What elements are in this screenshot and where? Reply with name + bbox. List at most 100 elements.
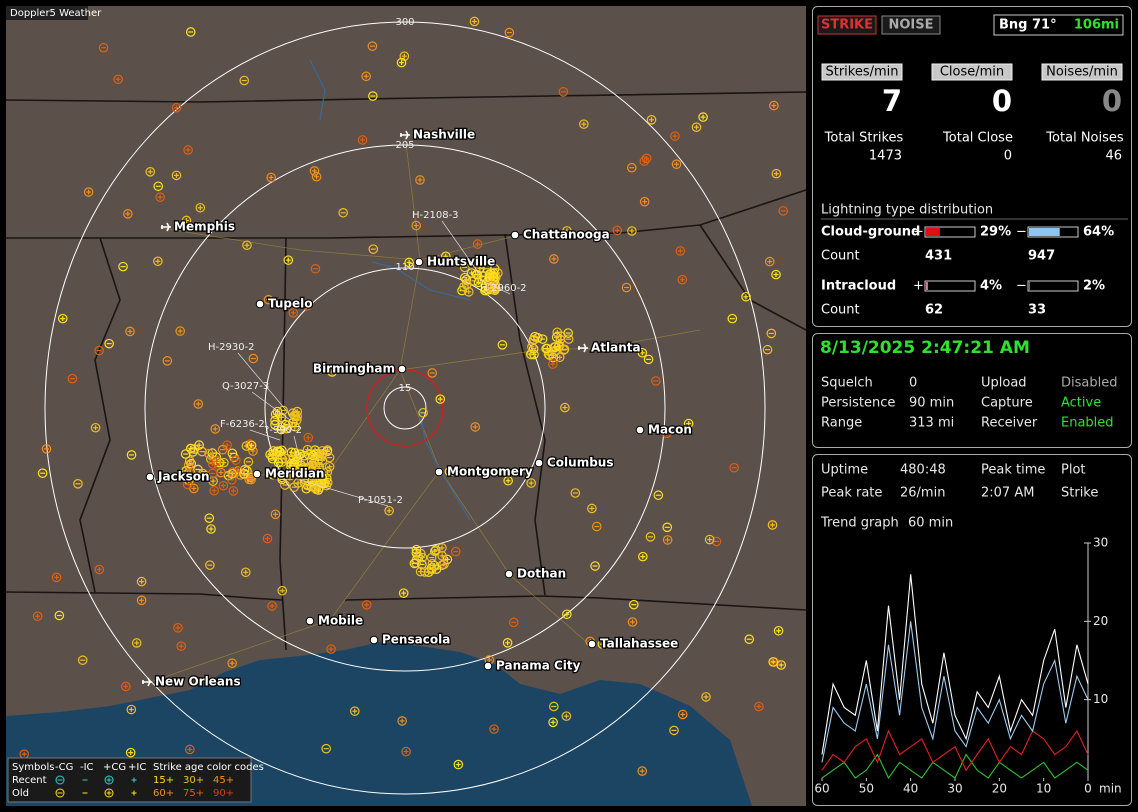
x-tick-label: 40 [903, 782, 918, 796]
strike-symbol [768, 657, 778, 667]
storm-label: H-2108-3 [412, 210, 459, 221]
strike-symbol [183, 145, 193, 155]
strike-symbol [218, 480, 229, 491]
dist-bar [926, 228, 940, 236]
strike-symbol [677, 709, 688, 720]
strike-symbol [270, 509, 281, 520]
strike-symbol [280, 480, 290, 490]
dist-bar-track [1027, 280, 1079, 292]
strike-symbol [562, 226, 572, 236]
strike-button-label[interactable]: STRIKE [821, 18, 873, 33]
strike-symbol [439, 559, 449, 570]
strike-symbol [317, 478, 327, 488]
strike-symbol [399, 51, 410, 61]
strike-symbol [185, 744, 195, 755]
strike-symbol [267, 469, 278, 480]
strike-symbol [473, 277, 484, 288]
strike-symbol [327, 367, 337, 377]
strike-symbol [210, 424, 221, 434]
strike-symbol [459, 262, 470, 273]
strike-symbol [675, 246, 686, 256]
legend-header: -CG [55, 762, 73, 773]
stat-text: Uptime [821, 463, 868, 478]
trend-line [821, 574, 1089, 755]
strike-symbol [162, 356, 173, 366]
strike-symbol [145, 167, 156, 177]
strike-symbol [288, 458, 299, 469]
strike-symbol [209, 485, 220, 496]
bearing: Bng 71° [999, 18, 1057, 33]
strike-symbol [239, 469, 249, 479]
strike-symbol [541, 343, 551, 354]
strike-symbol [289, 410, 300, 421]
strike-symbol [263, 294, 274, 305]
strike-button[interactable] [817, 15, 877, 35]
setting-text: Squelch [821, 376, 873, 391]
strike-symbol [766, 328, 777, 339]
strike-symbol [627, 226, 637, 236]
strike-symbol [563, 328, 573, 338]
strike-layer [19, 16, 788, 776]
strike-symbol [274, 446, 285, 457]
strike-symbol [290, 411, 300, 422]
city-label: Tallahassee [600, 637, 678, 651]
strike-symbol [621, 282, 632, 293]
strike-symbol [246, 440, 257, 451]
x-tick-label: 50 [859, 782, 874, 796]
rate-header-box [1041, 63, 1123, 81]
strike-symbol [195, 202, 206, 213]
panel [812, 333, 1132, 448]
range-rings: 300 205 110 15 [44, 17, 766, 795]
strike-symbol [206, 454, 216, 464]
strike-symbol [204, 513, 215, 523]
legend: Symbols -CG -IC +CG +IC Strike age color code… [12, 762, 264, 799]
trend-label: Trend graph [820, 516, 899, 531]
strike-symbol [136, 576, 147, 587]
strike-symbol [662, 522, 673, 533]
strike-symbol [197, 446, 207, 457]
strike-symbol [123, 209, 133, 219]
strike-symbol [639, 156, 650, 166]
noise-button[interactable] [881, 15, 941, 35]
x-tick-label: 20 [992, 782, 1007, 796]
dist-percent: 29% [980, 225, 1011, 240]
strike-symbol [769, 100, 779, 111]
storm-labels: H-2108-3 H-2960-2 H-2930-2 Q-3027-3 F-6236-2… [208, 210, 527, 507]
strike-symbol [526, 478, 536, 488]
road [399, 329, 701, 371]
noise-button-label[interactable]: NOISE [888, 18, 933, 33]
setting-text: Persistence [821, 396, 895, 411]
border [344, 595, 807, 611]
dist-type: Cloud-ground [821, 225, 920, 240]
strike-symbol [299, 450, 310, 461]
storm-leader [479, 279, 511, 295]
strike-symbol [771, 168, 782, 179]
clock-panel: 8/13/2025 2:47:21 AM Squelch 0 Upload Disab… [812, 333, 1132, 448]
strike-symbol [288, 308, 299, 318]
strike-symbol [219, 457, 229, 468]
strike-symbol [173, 623, 183, 633]
roads [149, 134, 701, 683]
strike-symbol [639, 196, 650, 207]
strike-symbol [153, 256, 163, 267]
city-layer: Nashville Memphis Chattanooga Huntsville Tup… [142, 126, 693, 690]
strike-symbol [125, 326, 135, 337]
strike-symbol [349, 706, 360, 716]
river [371, 261, 471, 301]
strike-symbol [217, 444, 228, 455]
storm-leader [249, 429, 281, 441]
storm-label: ?-990-2 [264, 425, 302, 436]
legend-age: 30+ [183, 775, 204, 786]
strike-symbol [469, 16, 480, 27]
strike-symbol [461, 279, 472, 290]
legend-age: 90+ [213, 788, 234, 799]
dist-bar [926, 282, 928, 290]
border [699, 224, 807, 331]
trend-window: 60 min [908, 516, 953, 531]
airport-icon [400, 130, 410, 140]
strike-symbol [309, 166, 320, 176]
bearing-box [993, 14, 1124, 36]
strike-symbol [459, 281, 469, 292]
strike-symbol [206, 524, 216, 534]
strike-symbol [182, 479, 193, 490]
